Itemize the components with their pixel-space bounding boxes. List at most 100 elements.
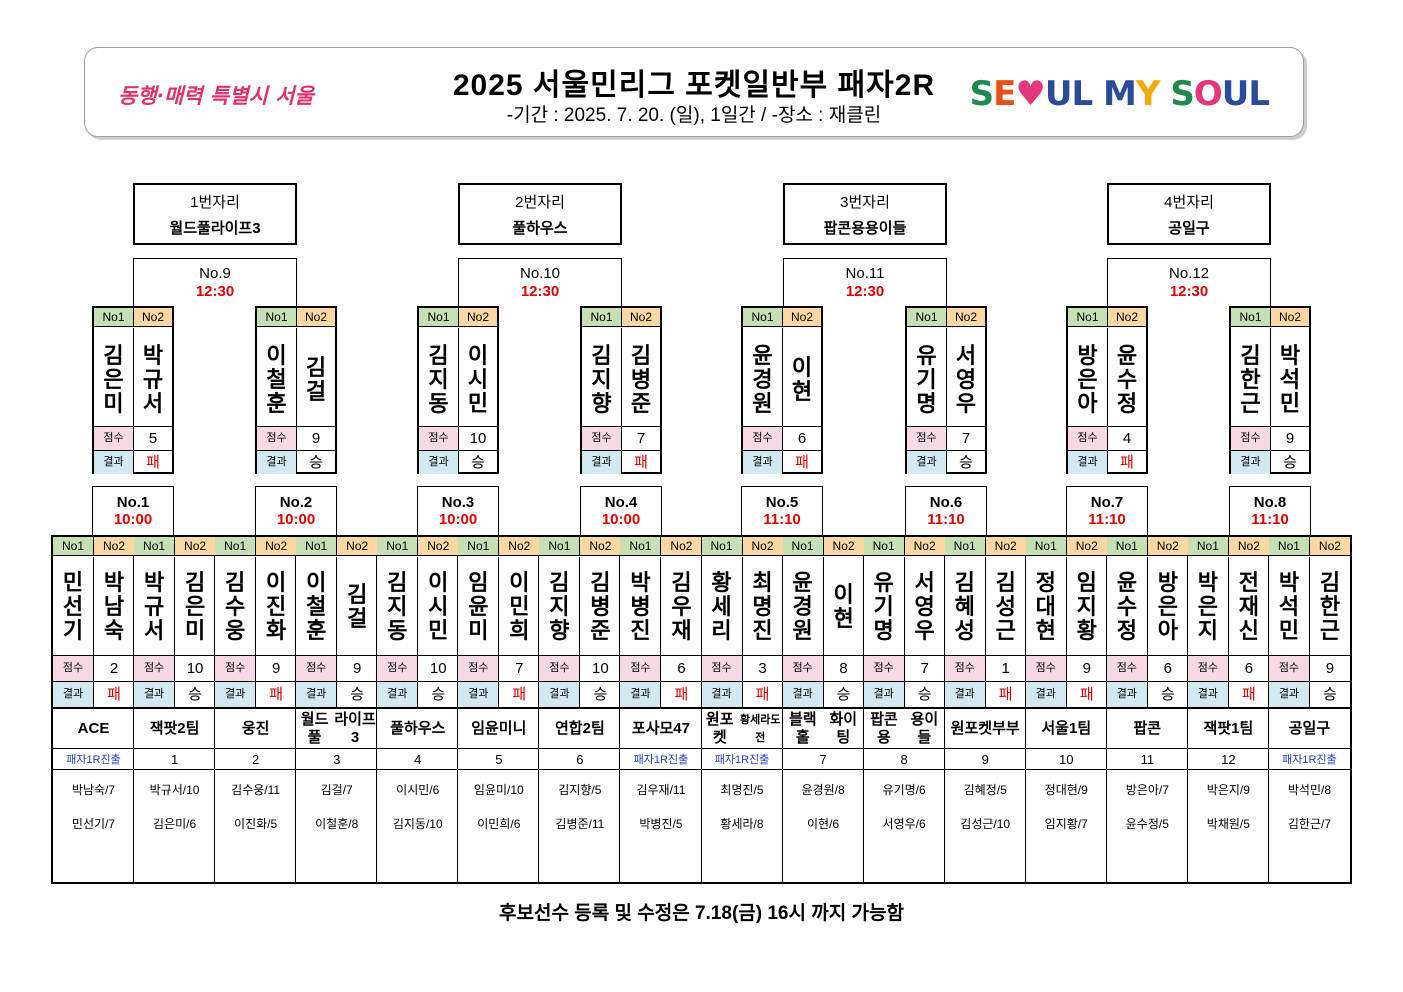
match-time: 11:10 (763, 511, 801, 528)
no1-header: No1 (94, 308, 134, 327)
score-row: 점수 9 (296, 655, 378, 681)
team-column: No1 No2 박 석 민 김 한 근 점수 9 결과 승 공일구 패자1R진출 박석민/8 김한근/7 (1268, 537, 1350, 882)
team-column: No1 No2 박 병 진 김 우 재 점수 6 결과 패 포사모 47 패자1R진출 김우재/11 박병진/5 (620, 537, 702, 882)
substitute-2: 이현/6 (807, 817, 840, 831)
match-time: 12:30 (520, 283, 560, 300)
team-name: 월드풀 라이프3 (296, 707, 378, 749)
score-value: 10 (592, 660, 609, 677)
match-number: No.7 (1090, 494, 1124, 511)
score-value: 9 (353, 660, 362, 677)
seat-team: 공일구 (1168, 220, 1210, 237)
no1-header: No1 (701, 537, 743, 556)
no2-header: No2 (459, 308, 497, 327)
substitute-1: 김수웅/11 (231, 783, 281, 797)
result-value: 패 (634, 454, 648, 471)
score-label: 점수 (1106, 656, 1148, 681)
no1-header: No1 (215, 537, 257, 556)
seat-team: 풀하우스 (512, 220, 568, 237)
result-value: 승 (1323, 686, 1337, 703)
no2-header: No2 (134, 308, 172, 327)
top-match-card: No1 No2 김 지 향 김 병 준 점수 7 결과 패 (580, 306, 662, 474)
no1-header: No1 (1068, 308, 1108, 327)
score-value: 1 (1001, 660, 1010, 677)
score-value: 4 (1122, 430, 1132, 447)
result-value: 승 (431, 686, 446, 703)
result-row: 결과 패 (1025, 681, 1107, 707)
no1-header: No1 (582, 308, 622, 327)
score-label: 점수 (582, 427, 622, 450)
result-value: 패 (1120, 454, 1134, 471)
match-number: No.5 (765, 494, 799, 511)
team-number: 7 (782, 750, 864, 770)
match-number: No.12 (1168, 265, 1210, 282)
substitute-1: 윤경원/8 (801, 783, 845, 797)
substitute-2: 김한근/7 (1287, 817, 1331, 831)
seat-team: 월드풀라이프3 (169, 220, 261, 237)
no2-header: No2 (1228, 537, 1269, 556)
result-row: 결과 패 (458, 681, 540, 707)
substitute-2: 서영우/6 (882, 817, 926, 831)
substitute-2: 박병진/5 (639, 817, 683, 831)
score-label: 점수 (296, 656, 338, 681)
team-column: No1 No2 유 기 명 서 영 우 점수 7 결과 승 팝콘용 용이들 8 유기명/6 서영우/6 (863, 537, 945, 882)
no1-header: No1 (377, 537, 419, 556)
score-value: 6 (677, 660, 686, 677)
no1-header: No1 (1268, 537, 1310, 556)
seat-team: 팝콘용용이들 (823, 220, 907, 237)
score-row: 점수 9 (215, 655, 297, 681)
result-row: 결과 승 (296, 681, 378, 707)
result-label: 결과 (296, 682, 338, 707)
result-label: 결과 (1106, 682, 1148, 707)
substitute-2: 김지동/10 (392, 817, 443, 831)
score-value: 2 (109, 660, 119, 677)
score-value: 6 (1163, 660, 1172, 677)
result-row: 결과 승 (377, 681, 459, 707)
result-label: 결과 (94, 451, 134, 474)
result-label: 결과 (907, 451, 947, 474)
score-value: 9 (271, 660, 281, 677)
top-match-card: No1 No2 윤 경 원 이 현 점수 6 결과 패 (741, 306, 823, 474)
team-name: 원포켓 부부 (944, 707, 1026, 749)
team-number: 6 (539, 750, 621, 770)
result-row: 결과 승 (782, 681, 864, 707)
team-number: 패자1R진출 (620, 750, 702, 770)
result-value: 승 (1160, 686, 1175, 703)
team-name: 블랙홀 화이팅 (782, 707, 864, 749)
result-row: 결과 패 (53, 681, 134, 707)
no2-header: No2 (985, 537, 1026, 556)
score-value: 9 (1285, 430, 1295, 447)
score-value: 7 (636, 430, 646, 447)
team-name: 원포켓 황세라도전 (701, 707, 783, 749)
score-row: 점수 8 (782, 655, 864, 681)
score-label: 점수 (944, 656, 986, 681)
seat-number: 2번자리 (515, 194, 565, 211)
match-time: 12:30 (845, 283, 885, 300)
score-label: 점수 (1187, 656, 1229, 681)
score-row: 점수 10 (419, 426, 497, 450)
substitute-2: 이민희/6 (477, 817, 521, 831)
result-label: 결과 (743, 451, 783, 474)
team-column: No1 No2 윤 경 원 이 현 점수 8 결과 승 블랙홀 화이팅 7 윤경원/8 이현/6 (782, 537, 864, 882)
result-value: 패 (1079, 686, 1094, 703)
team-name: 팝콘 (1106, 707, 1188, 749)
result-value: 승 (959, 454, 973, 471)
result-label: 결과 (863, 682, 905, 707)
top-match-card: No1 No2 김 한 근 박 석 민 점수 9 결과 승 (1229, 306, 1311, 474)
no2-header: No2 (661, 537, 702, 556)
substitute-1: 박남숙/7 (71, 783, 116, 797)
no2-header: No2 (580, 537, 621, 556)
team-number: 10 (1025, 750, 1107, 770)
round1-match-box: No.4 10:00 (580, 486, 662, 536)
result-row: 결과 승 (539, 681, 621, 707)
